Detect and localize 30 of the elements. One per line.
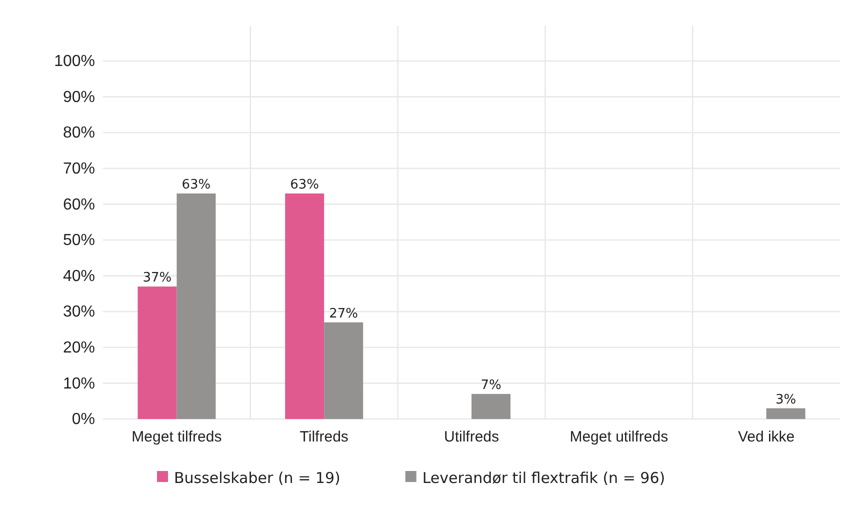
x-tick-label: Ved ikke	[738, 428, 795, 446]
bar	[472, 394, 510, 419]
bar	[324, 322, 364, 419]
y-tick-label: 0%	[72, 411, 95, 428]
y-tick-label: 60%	[62, 196, 95, 214]
y-tick-label: 30%	[62, 304, 95, 321]
bar	[138, 286, 177, 419]
y-tick-label: 20%	[62, 340, 95, 357]
y-tick-label: 90%	[62, 88, 95, 106]
x-tick-label: Tilfreds	[300, 428, 348, 446]
legend-label: Leverandør til flextrafik (n = 96)	[422, 469, 666, 487]
x-tick-label: Meget utilfreds	[570, 428, 668, 446]
y-tick-label: 70%	[62, 160, 95, 178]
text: 37%	[142, 270, 172, 286]
y-tick-label: 40%	[62, 268, 95, 285]
bar	[285, 193, 324, 419]
y-tick-label: 10%	[62, 375, 95, 392]
text: 7%	[480, 378, 502, 393]
text: 63%	[290, 177, 320, 192]
y-tick-label: 80%	[62, 124, 95, 142]
y-tick-label: 100%	[54, 53, 95, 70]
legend-label: Busselskaber (n = 19)	[174, 469, 340, 487]
text: 3%	[775, 392, 796, 408]
bar	[766, 408, 806, 419]
text: 27%	[329, 306, 358, 322]
x-tick-label: Utilfreds	[444, 428, 500, 446]
y-tick-label: 50%	[62, 232, 95, 250]
text: 63%	[182, 177, 211, 192]
bar	[176, 193, 216, 419]
x-tick-label: Meget tilfreds	[132, 428, 222, 446]
